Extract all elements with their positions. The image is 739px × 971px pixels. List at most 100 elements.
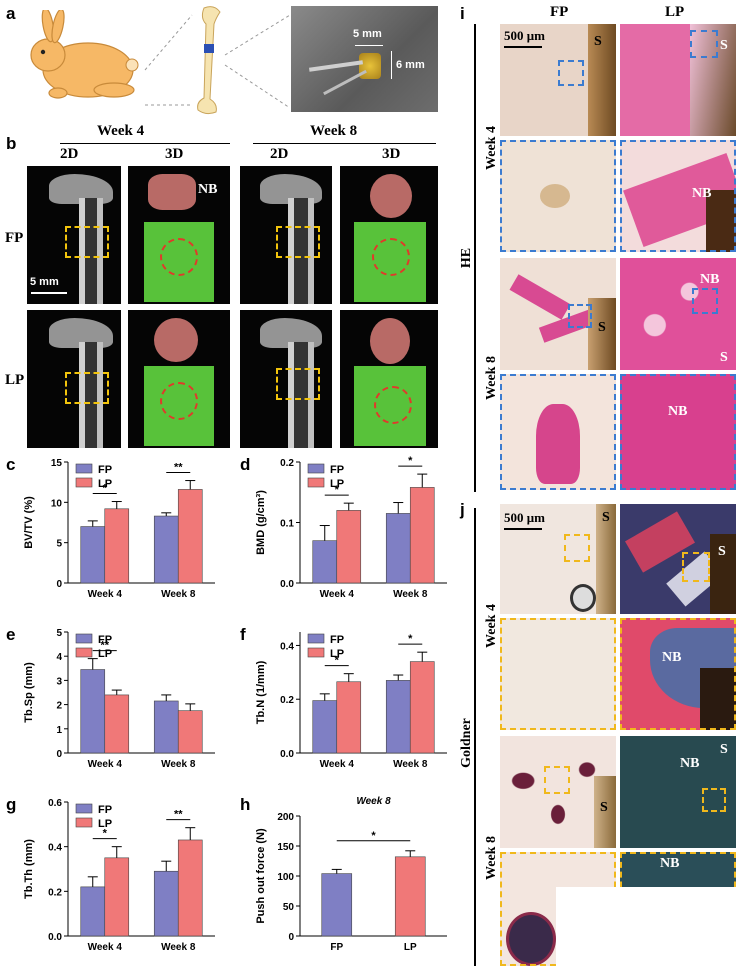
panel-label-j: j	[460, 500, 465, 519]
goldner-fp-week4-zoom	[500, 618, 616, 730]
bar	[177, 489, 203, 584]
bar	[153, 700, 179, 754]
he-scale-label: 500 μm	[504, 28, 545, 43]
y-tick-label: 150	[277, 842, 294, 853]
legend-swatch	[307, 463, 325, 474]
legend-swatch	[75, 817, 93, 828]
goldner-s-label: S	[602, 510, 610, 525]
y-tick-label: 0.2	[280, 695, 294, 706]
goldner-fp-week4-overview: 500 μm S	[500, 504, 616, 614]
ct-scale-label: 5 mm	[30, 276, 59, 288]
significance-mark: *	[408, 633, 413, 645]
y-axis-label: Push out force (N)	[255, 828, 267, 924]
bar	[177, 839, 203, 937]
legend-label: LP	[98, 818, 112, 830]
y-tick-label: 5	[56, 539, 62, 550]
legend-swatch	[75, 633, 93, 644]
y-axis-label: Tb.Sp (mm)	[23, 662, 35, 723]
y-tick-label: 100	[277, 872, 294, 883]
y-tick-label: 0.0	[280, 579, 294, 590]
bar	[177, 710, 203, 754]
panel-label-i: i	[460, 4, 465, 23]
significance-mark: *	[103, 483, 108, 495]
significance-mark: *	[371, 830, 376, 842]
ct-2d-fp-week4: 5 mm	[27, 166, 121, 304]
legend-swatch	[75, 647, 93, 658]
significance-mark: *	[335, 484, 340, 496]
bar	[336, 681, 362, 754]
col-3d-w4: 3D	[165, 146, 184, 162]
he-fp-week8-overview: S	[500, 258, 616, 370]
significance-mark: **	[100, 640, 109, 652]
he-fp-week4-zoom	[500, 140, 616, 252]
ct-3d-fp-week8	[340, 166, 438, 304]
bar	[409, 487, 435, 584]
panel-label-a: a	[6, 4, 16, 23]
x-tick-label: Week 4	[88, 942, 123, 953]
x-tick-label: Week 8	[161, 589, 196, 600]
rabbit-illustration	[30, 10, 139, 99]
bar	[80, 886, 106, 937]
y-tick-label: 0.6	[48, 798, 62, 809]
goldner-nb-label: NB	[660, 856, 680, 871]
y-tick-label: 0	[56, 749, 62, 760]
bar	[312, 700, 338, 754]
bar	[321, 873, 353, 937]
y-tick-label: 10	[51, 498, 63, 509]
bar	[80, 669, 106, 754]
significance-mark: *	[408, 455, 413, 467]
panel-label-e: e	[6, 625, 16, 644]
i-week4-label: Week 4	[484, 126, 499, 170]
panel-label-g: g	[6, 795, 17, 814]
row-fp-label: FP	[5, 230, 24, 246]
legend-swatch	[307, 477, 325, 488]
ct-2d-lp-week4	[27, 310, 121, 448]
goldner-lp-week4-overview: S	[620, 504, 736, 614]
i-week8-label: Week 8	[484, 356, 499, 400]
y-axis-label: BV/TV (%)	[23, 496, 35, 549]
goldner-s-label: S	[718, 544, 726, 559]
week8-header: Week 8	[310, 123, 358, 139]
bar	[312, 540, 338, 584]
he-s-label: S	[594, 34, 602, 49]
bar	[385, 513, 411, 584]
j-stain-label: Goldner	[459, 718, 474, 768]
goldner-lp-week8-overview: NB S	[620, 736, 736, 848]
legend-label: FP	[98, 634, 112, 646]
he-s-label: S	[720, 38, 728, 53]
significance-mark: **	[174, 462, 183, 474]
significance-mark: **	[174, 809, 183, 821]
x-tick-label: Week 8	[393, 589, 428, 600]
goldner-lp-week4-zoom: NB	[620, 618, 736, 730]
legend-label: LP	[330, 648, 344, 660]
x-tick-label: Week 4	[88, 589, 123, 600]
legend-swatch	[75, 463, 93, 474]
panel-label-h: h	[240, 795, 251, 814]
scale-width-label: 5 mm	[353, 28, 382, 40]
y-tick-label: 0.2	[280, 458, 294, 469]
chart-push-out: 0 50 100 150 200 Push out force (N) Week 8 FP LP…	[255, 796, 447, 953]
bar	[153, 870, 179, 937]
y-tick-label: 2	[56, 701, 62, 712]
guide-lines	[144, 14, 291, 109]
goldner-scale-label: 500 μm	[504, 510, 545, 525]
he-s-label: S	[720, 350, 728, 365]
he-lp-week4-zoom: NB	[620, 140, 736, 252]
white-cover-box	[556, 887, 739, 971]
he-nb-label: NB	[692, 186, 712, 201]
chart-tb-sp: 0 1 2 3 4 5 Tb.Sp (mm) Week 4 Week 8 **FP LP	[23, 628, 215, 770]
y-tick-label: 0	[56, 579, 62, 590]
goldner-s-label: S	[720, 742, 728, 757]
y-tick-label: 0.1	[280, 519, 294, 530]
bar	[336, 510, 362, 584]
legend-label: FP	[98, 464, 112, 476]
j-week8-label: Week 8	[484, 836, 499, 880]
ct-2d-fp-week8	[240, 166, 332, 304]
week4-header: Week 4	[97, 123, 145, 139]
ct-3d-lp-week8	[340, 310, 438, 448]
y-tick-label: 4	[56, 652, 62, 663]
he-nb-label: NB	[668, 404, 688, 419]
x-tick-label: Week 8	[161, 759, 196, 770]
panel-label-f: f	[240, 625, 246, 644]
